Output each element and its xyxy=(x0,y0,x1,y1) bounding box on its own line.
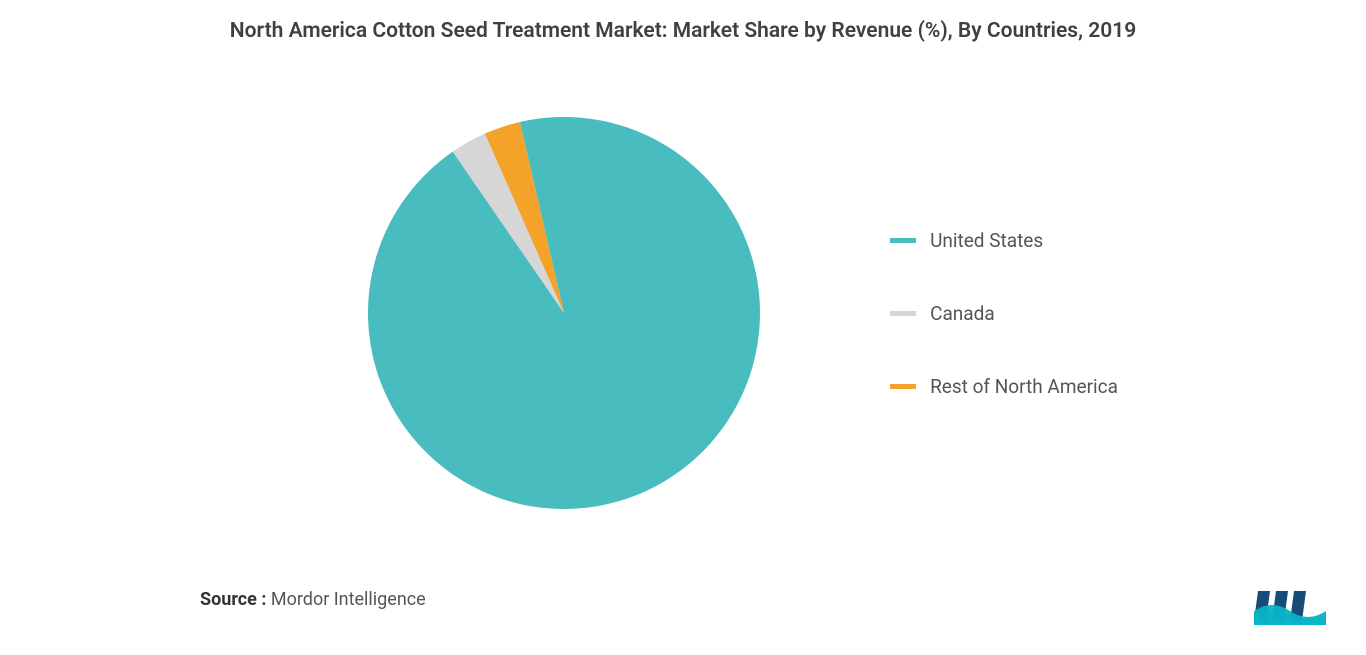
chart-title: North America Cotton Seed Treatment Mark… xyxy=(0,0,1366,45)
chart-area: United States Canada Rest of North America xyxy=(0,78,1366,548)
legend: United States Canada Rest of North America xyxy=(890,229,1118,398)
source-value: Mordor Intelligence xyxy=(271,589,426,610)
legend-label: United States xyxy=(930,229,1043,252)
legend-item: United States xyxy=(890,229,1118,252)
legend-swatch xyxy=(890,384,916,389)
brand-logo xyxy=(1254,581,1326,625)
source-line: Source : Mordor Intelligence xyxy=(200,589,426,610)
legend-label: Rest of North America xyxy=(930,375,1118,398)
legend-swatch xyxy=(890,311,916,316)
legend-label: Canada xyxy=(930,302,995,325)
pie-chart xyxy=(368,117,760,509)
legend-item: Rest of North America xyxy=(890,375,1118,398)
legend-item: Canada xyxy=(890,302,1118,325)
legend-swatch xyxy=(890,238,916,243)
source-label: Source : xyxy=(200,589,266,610)
